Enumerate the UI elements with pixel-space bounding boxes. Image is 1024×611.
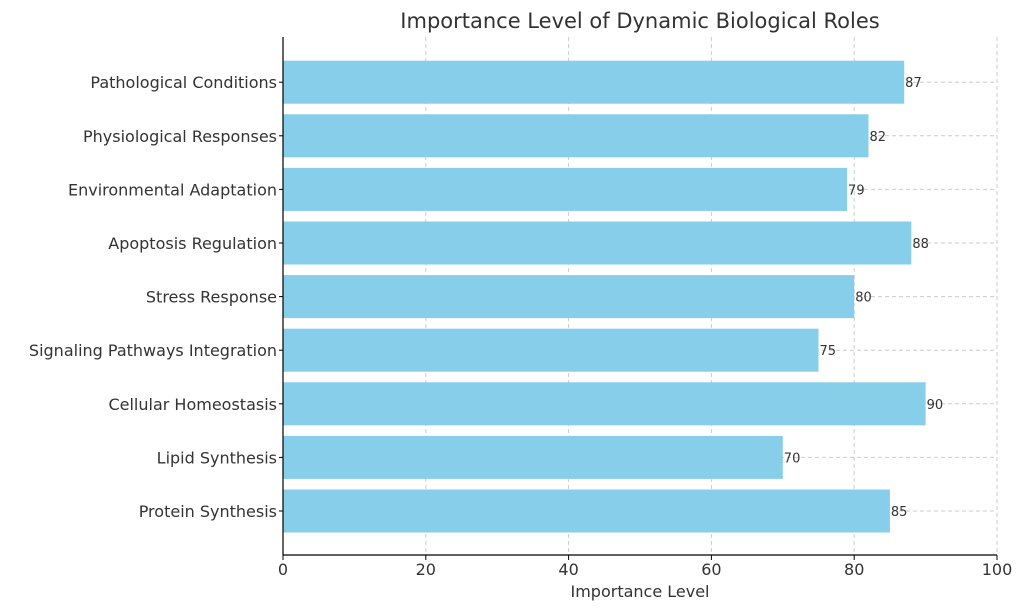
tick-layer: 0 20 40 60 80 100 (278, 81, 1013, 579)
category-label: Lipid Synthesis (157, 448, 277, 467)
bar (283, 60, 905, 104)
data-label: 79 (848, 183, 865, 198)
label-layer: Protein Synthesis 85 Lipid Synthesis 70 Cell… (29, 73, 943, 521)
data-label: 82 (869, 130, 886, 145)
bar (283, 167, 848, 211)
bar (283, 435, 783, 479)
category-label: Physiological Responses (83, 127, 277, 146)
x-tick-label: 0 (278, 560, 288, 579)
data-label: 87 (905, 76, 922, 91)
bar (283, 382, 926, 426)
bar (283, 221, 912, 265)
data-label: 80 (855, 291, 872, 306)
x-tick-label: 100 (982, 560, 1013, 579)
bar-layer (283, 60, 926, 533)
data-label: 90 (927, 398, 944, 413)
bar (283, 328, 819, 372)
category-label: Pathological Conditions (90, 73, 277, 92)
category-label: Apoptosis Regulation (108, 234, 277, 253)
x-tick-label: 40 (558, 560, 578, 579)
category-label: Cellular Homeostasis (108, 395, 277, 414)
data-label: 85 (891, 505, 908, 520)
chart-title: Importance Level of Dynamic Biological R… (400, 9, 879, 33)
data-label: 88 (912, 237, 929, 252)
x-tick-label: 60 (701, 560, 721, 579)
x-axis-label: Importance Level (570, 582, 709, 601)
data-label: 70 (784, 451, 801, 466)
data-label: 75 (820, 344, 837, 359)
bar (283, 489, 890, 533)
category-label: Environmental Adaptation (68, 180, 277, 199)
category-label: Signaling Pathways Integration (29, 341, 277, 360)
x-tick-label: 80 (844, 560, 864, 579)
bar (283, 114, 869, 158)
bar (283, 275, 855, 319)
category-label: Protein Synthesis (139, 502, 277, 521)
category-label: Stress Response (146, 288, 277, 307)
x-tick-label: 20 (416, 560, 436, 579)
